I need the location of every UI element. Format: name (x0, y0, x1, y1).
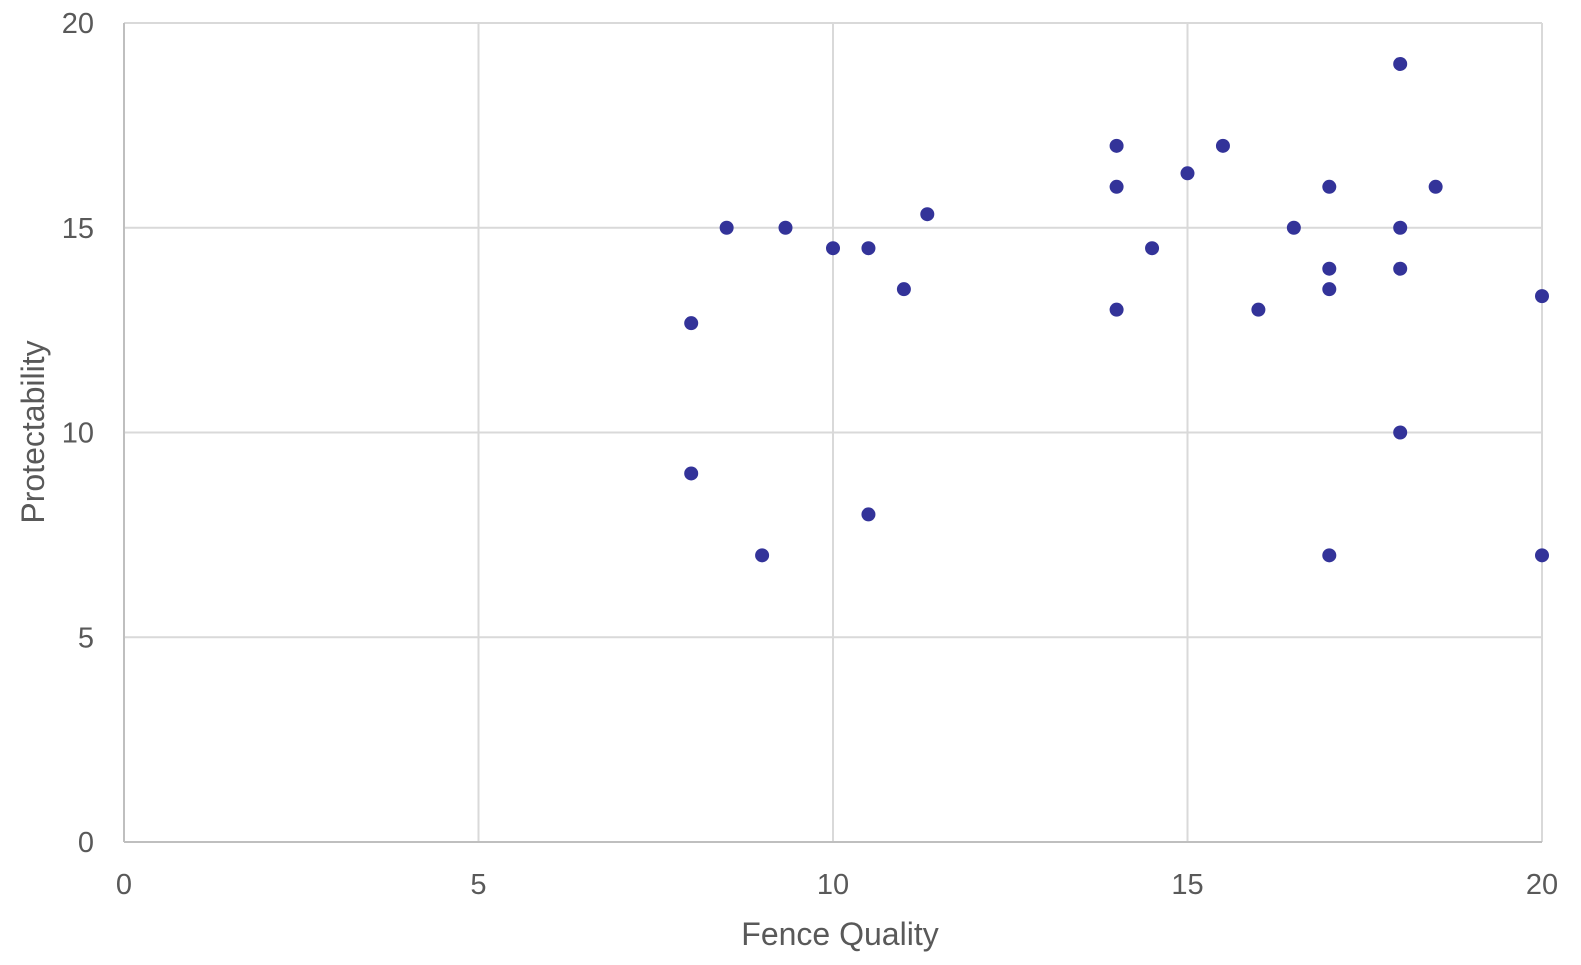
x-tick-label: 5 (470, 869, 486, 901)
data-point (755, 548, 770, 563)
data-point (719, 220, 734, 235)
data-point (684, 466, 699, 481)
data-point (1322, 548, 1337, 563)
data-points (684, 56, 1549, 563)
data-point (1215, 138, 1230, 153)
y-tick-label: 5 (78, 622, 94, 654)
data-point (861, 507, 876, 522)
data-point (778, 220, 793, 235)
x-tick-label: 0 (116, 869, 132, 901)
y-tick-label: 0 (78, 827, 94, 859)
data-point (1393, 425, 1408, 440)
x-tick-label: 15 (1171, 869, 1203, 901)
data-point (1109, 302, 1124, 317)
data-point (1393, 56, 1408, 71)
data-point (1180, 166, 1195, 181)
y-tick-label: 15 (62, 213, 94, 245)
data-point (1428, 179, 1443, 194)
data-point (1535, 548, 1549, 563)
data-point (1251, 302, 1266, 317)
y-axis-title: Protectability (15, 340, 51, 523)
data-point (826, 241, 840, 256)
data-point (1145, 241, 1160, 256)
y-tick-label: 10 (62, 418, 94, 450)
data-point (1535, 289, 1549, 304)
data-point (920, 207, 935, 222)
data-point (1322, 179, 1337, 194)
data-point (1393, 261, 1408, 276)
x-tick-label: 20 (1526, 869, 1558, 901)
data-point (861, 241, 876, 256)
data-point (1322, 282, 1337, 297)
data-point (1286, 220, 1301, 235)
data-point (896, 282, 911, 297)
data-point (1109, 138, 1124, 153)
y-tick-label: 20 (62, 8, 94, 40)
data-point (1109, 179, 1124, 194)
x-tick-labels: 0 5 10 15 20 (116, 869, 1558, 901)
data-point (684, 316, 699, 331)
y-tick-labels: 0 5 10 15 20 (62, 8, 94, 859)
x-tick-label: 10 (817, 869, 849, 901)
x-axis-title: Fence Quality (741, 916, 938, 952)
data-point (1393, 220, 1408, 235)
data-point (1322, 261, 1337, 276)
axes (123, 23, 1542, 843)
grid-lines (124, 22, 1543, 842)
